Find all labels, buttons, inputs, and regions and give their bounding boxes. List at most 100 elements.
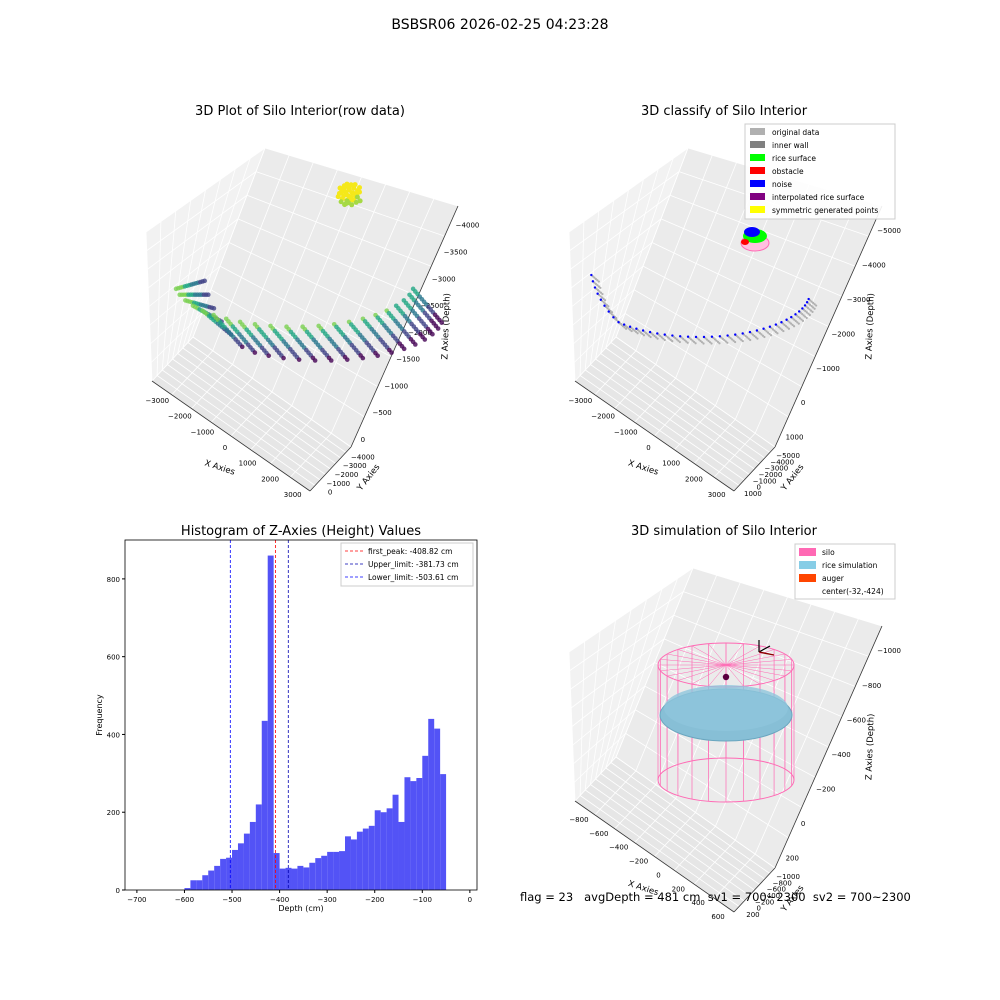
histogram-bar	[422, 755, 429, 890]
y-tick-label: 0	[116, 887, 120, 895]
x-tick-label: −500	[222, 896, 241, 904]
z-axis-label: Z Axies (Depth)	[440, 293, 452, 360]
grid-line	[610, 342, 771, 453]
data-point	[813, 307, 816, 310]
data-point	[796, 321, 799, 324]
histogram-bar	[291, 868, 298, 890]
data-point	[596, 279, 599, 282]
noise-point	[656, 332, 659, 335]
histogram-bar	[249, 821, 256, 890]
noise-cluster	[744, 227, 760, 237]
data-point	[599, 286, 602, 289]
grid-line	[610, 578, 678, 763]
grid-line	[595, 358, 755, 470]
noise-point	[599, 298, 603, 301]
data-point	[786, 326, 789, 329]
histogram-bar	[428, 718, 435, 890]
grid-line	[693, 839, 736, 885]
data-point	[751, 333, 755, 336]
histogram-bar	[243, 833, 250, 890]
histogram-bar	[273, 853, 280, 890]
data-point	[351, 185, 357, 191]
x-tick-label: −600	[589, 830, 608, 838]
data-point	[636, 332, 639, 335]
x-axis-line	[151, 380, 311, 492]
data-point	[601, 299, 604, 303]
z-tick-label: −1500	[396, 356, 420, 364]
data-point	[768, 332, 771, 336]
grid-line	[673, 614, 856, 687]
noise-point	[726, 334, 729, 337]
grid-line	[270, 419, 312, 464]
histogram-bar	[315, 858, 322, 890]
data-point	[776, 324, 779, 327]
grid-line	[693, 419, 736, 464]
grid-line	[145, 147, 266, 233]
data-point	[677, 339, 680, 342]
noise-point	[785, 318, 788, 321]
data-point	[812, 301, 815, 305]
panel2-title: 3D classify of Silo Interior	[640, 104, 808, 119]
histogram-bar	[368, 825, 375, 890]
data-point	[723, 339, 726, 342]
data-point	[653, 334, 656, 338]
data-point	[613, 317, 617, 320]
data-point	[758, 332, 762, 335]
data-point	[605, 303, 608, 307]
histogram-bar	[362, 828, 369, 890]
data-point	[202, 278, 207, 284]
noise-point	[748, 330, 752, 334]
grid-line	[146, 171, 257, 251]
data-point	[789, 322, 793, 325]
noise-point	[590, 273, 593, 277]
grid-line	[605, 347, 765, 459]
x-tick-label: −400	[609, 844, 628, 852]
grid-line	[713, 853, 756, 899]
data-point	[809, 299, 812, 302]
noise-point	[663, 333, 666, 336]
data-point	[612, 314, 615, 317]
grid-line	[192, 336, 352, 448]
data-point	[252, 350, 258, 355]
grid-line	[291, 184, 386, 406]
x-tick-label: 600	[711, 913, 724, 921]
grid-line	[571, 638, 665, 709]
grid-line	[311, 191, 411, 420]
histogram-bar	[392, 794, 399, 890]
noise-point	[801, 307, 804, 310]
data-point	[639, 331, 643, 334]
data-point	[597, 285, 600, 288]
data-point	[732, 339, 735, 342]
back-pane-left	[569, 148, 688, 381]
data-point	[749, 338, 752, 342]
histogram-title: Histogram of Z-Axies (Height) Values	[180, 524, 422, 539]
data-point	[609, 309, 612, 313]
z-tick-label: −800	[862, 682, 881, 690]
data-point	[598, 290, 601, 293]
y-tick-label: 1000	[744, 490, 762, 498]
data-point	[802, 314, 805, 317]
legend-label: silo	[822, 548, 835, 557]
data-point	[793, 318, 796, 321]
data-point	[596, 289, 600, 292]
x-tick-label: −1000	[191, 428, 215, 436]
data-point	[627, 327, 630, 330]
data-point	[756, 337, 759, 340]
x-tick-label: −200	[365, 896, 384, 904]
z-tick-label: 1000	[786, 434, 804, 442]
y-tick-label: 600	[107, 654, 120, 662]
data-point	[760, 333, 763, 336]
histogram-bar	[410, 781, 417, 890]
y-tick-label: 0	[757, 905, 761, 913]
x-tick-label: 2000	[261, 475, 279, 483]
y-tick-label: −3000	[343, 462, 367, 470]
data-point	[809, 303, 812, 306]
data-point	[741, 340, 744, 343]
data-point	[734, 340, 737, 344]
data-point	[747, 337, 750, 340]
data-point	[638, 330, 641, 333]
data-point	[601, 292, 604, 296]
histogram-bar	[398, 821, 405, 890]
data-point	[618, 322, 622, 325]
